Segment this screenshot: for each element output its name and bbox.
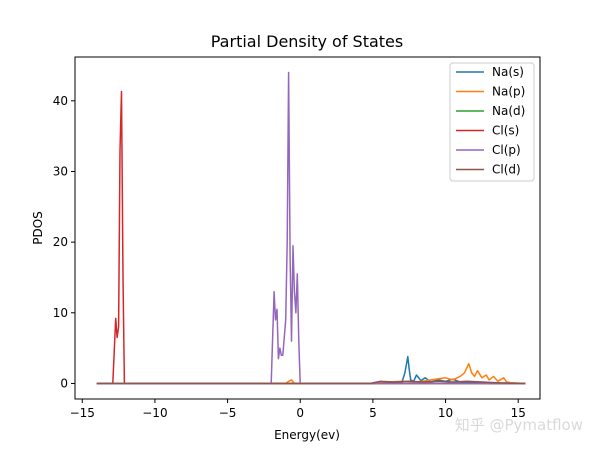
- chart-title: Partial Density of States: [211, 32, 403, 51]
- legend-label-na-s: Na(s): [492, 65, 524, 79]
- y-axis-label: PDOS: [31, 211, 45, 245]
- x-tick-label: −10: [142, 406, 167, 420]
- x-tick-label: −5: [219, 406, 237, 420]
- y-axis-ticks: 0 10 20 30 40: [53, 94, 75, 390]
- axes-frame: [74, 56, 541, 400]
- series-line-cl-d: [96, 380, 526, 385]
- legend-label-cl-p: Cl(p): [492, 143, 521, 157]
- x-tick-label: −15: [70, 406, 95, 420]
- legend-label-cl-s: Cl(s): [492, 124, 519, 138]
- y-tick-label: 10: [53, 306, 68, 320]
- y-tick-label: 40: [53, 94, 68, 108]
- x-tick-label: 15: [511, 406, 526, 420]
- x-tick-label: 0: [296, 406, 304, 420]
- legend-box: [449, 62, 535, 182]
- y-tick-label: 0: [60, 376, 68, 390]
- legend-label-cl-d: Cl(d): [492, 163, 521, 177]
- x-axis-ticks: −15 −10 −5 0 5 10 15: [70, 399, 526, 420]
- x-axis-label: Energy(ev): [274, 428, 340, 442]
- series-line-cl-p: [96, 71, 526, 385]
- x-tick-label: 10: [438, 406, 453, 420]
- y-tick-label: 30: [53, 164, 68, 178]
- y-tick-label: 20: [53, 235, 68, 249]
- legend: Na(s) Na(p) Na(d) Cl(s) Cl(p) Cl(d): [449, 62, 535, 182]
- plot-area: [96, 71, 526, 385]
- x-tick-label: 5: [369, 406, 377, 420]
- watermark-text: 知乎 @Pymatflow: [455, 416, 583, 434]
- legend-label-na-d: Na(d): [492, 104, 525, 118]
- legend-label-na-p: Na(p): [492, 85, 525, 99]
